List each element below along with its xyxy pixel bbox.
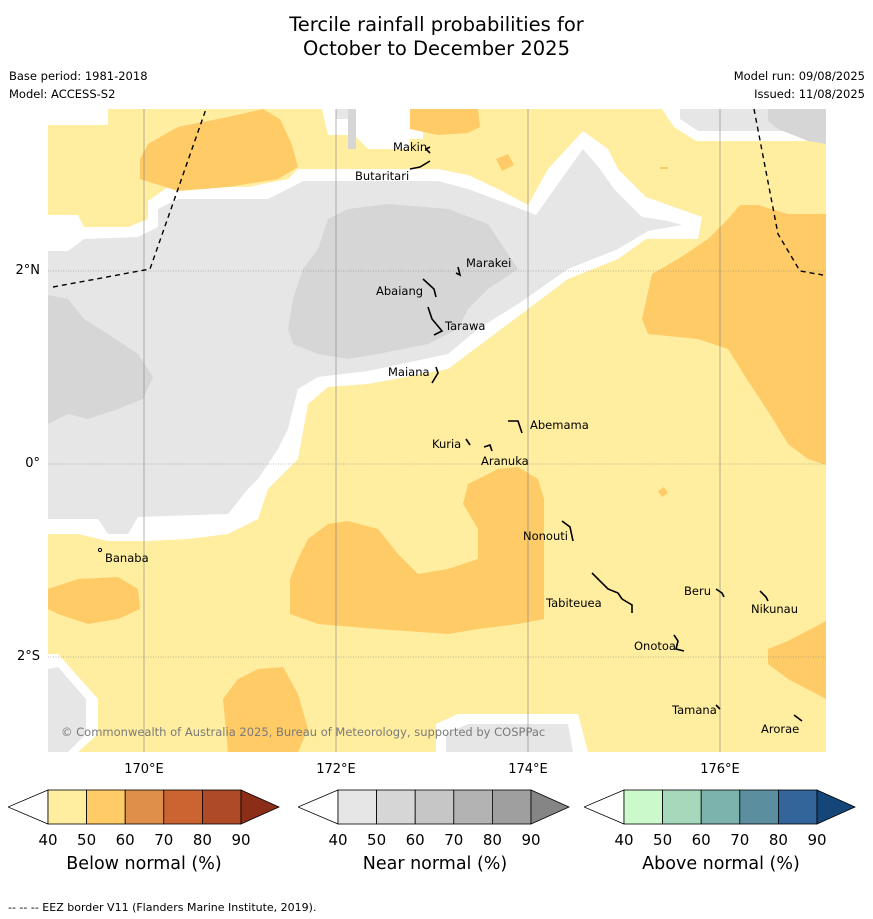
- eez-footnote: -- -- -- EEZ border V11 (Flanders Marine…: [8, 901, 317, 914]
- above-normal-title: Above normal (%): [642, 854, 800, 874]
- colorbar-segment: [163, 789, 203, 825]
- below-60-speck2: [658, 487, 668, 497]
- colorbar-over-triangle: [240, 789, 280, 825]
- near-normal-title: Near normal (%): [362, 854, 508, 874]
- colorbar-segment: [662, 789, 702, 825]
- colorbar-segment: [86, 789, 126, 825]
- colorbar-tick-label: 90: [231, 831, 250, 849]
- near-50-west: [48, 295, 153, 424]
- colorbar-segment: [453, 789, 493, 825]
- place-label: Banaba: [105, 551, 149, 565]
- lat-label-2s: 2°S: [16, 649, 40, 664]
- colorbar-segment: [777, 789, 818, 825]
- lon-label-172: 172°E: [316, 762, 356, 777]
- colorbar-tick-label: 40: [38, 831, 57, 849]
- colorbar-under-triangle: [584, 789, 625, 825]
- colorbar-tick-label: 70: [154, 831, 173, 849]
- colorbar-tick-label: 70: [444, 831, 463, 849]
- place-label: Tabiteuea: [545, 596, 602, 610]
- base-period: Base period: 1981-2018: [9, 69, 148, 83]
- place-label: Marakei: [466, 256, 511, 270]
- colorbar-over-triangle: [816, 789, 856, 825]
- place-label: Abemama: [530, 418, 589, 432]
- colorbar-tick-label: 80: [483, 831, 502, 849]
- place-label: Abaiang: [376, 284, 423, 298]
- colorbar-segment: [124, 789, 165, 825]
- colorbar-tick-label: 60: [406, 831, 425, 849]
- below-60-south: [223, 667, 308, 752]
- colorbar-tick-label: 50: [77, 831, 96, 849]
- place-label: Maiana: [388, 365, 430, 379]
- colorbar-tick-label: 80: [193, 831, 212, 849]
- colorbar-tick-label: 90: [807, 831, 826, 849]
- graticule: [48, 109, 826, 752]
- near-normal-colorbar: 40 50 60 70 80 90: [298, 789, 570, 849]
- below-60-center: [290, 467, 544, 634]
- lat-label-0: 0°: [25, 456, 40, 471]
- place-label: Makin: [393, 140, 427, 154]
- colorbar-tick-label: 90: [521, 831, 540, 849]
- colorbar-tick-label: 50: [653, 831, 672, 849]
- below-normal-colorbar: 40 50 60 70 80 90: [8, 789, 280, 849]
- colorbar-segment: [739, 789, 779, 825]
- colorbar-segment: [491, 789, 532, 825]
- probability-map: Makin Butaritari Marakei Abaiang Tarawa …: [48, 109, 826, 752]
- colorbar-tick-label: 80: [769, 831, 788, 849]
- colorbar-segment: [337, 789, 377, 825]
- colorbar-tick-label: 40: [614, 831, 633, 849]
- issued-date: Issued: 11/08/2025: [754, 87, 865, 101]
- colorbar-tick-label: 60: [116, 831, 135, 849]
- below-60-east: [642, 205, 826, 465]
- near-50-ne: [768, 109, 826, 144]
- place-label: Nikunau: [751, 602, 798, 616]
- above-normal-colorbar: 40 50 60 70 80 90: [584, 789, 856, 849]
- lon-label-176: 176°E: [700, 762, 740, 777]
- near-40-north: [336, 109, 826, 131]
- lon-label-170: 170°E: [124, 762, 164, 777]
- place-labels: Makin Butaritari Marakei Abaiang Tarawa …: [105, 140, 799, 736]
- place-label: Butaritari: [355, 169, 409, 183]
- island-outlines: [409, 146, 803, 722]
- model-name: Model: ACCESS-S2: [9, 87, 116, 101]
- colorbar-under-triangle: [8, 789, 49, 825]
- near-50-core: [288, 204, 518, 359]
- colorbar-over-triangle: [530, 789, 570, 825]
- place-label: Tarawa: [444, 319, 485, 333]
- map-title-line1: Tercile rainfall probabilities for: [289, 13, 584, 36]
- place-label: Beru: [684, 584, 711, 598]
- place-label: Tamana: [671, 703, 717, 717]
- colorbar-tick-label: 40: [328, 831, 347, 849]
- near-40-sw: [48, 667, 573, 752]
- colorbar-segment: [700, 789, 741, 825]
- place-label: Nonouti: [523, 529, 568, 543]
- colorbar-segment: [47, 789, 87, 825]
- colorbar-tick-label: 70: [730, 831, 749, 849]
- colorbar-segment: [376, 789, 416, 825]
- place-label: Kuria: [432, 437, 461, 451]
- map-title-line2: October to December 2025: [303, 37, 570, 60]
- lat-label-2n: 2°N: [15, 263, 41, 278]
- colorbar-tick-label: 50: [367, 831, 386, 849]
- near-50-nw: [348, 109, 356, 149]
- below-60-north: [140, 109, 298, 191]
- place-label: Onotoa: [634, 639, 676, 653]
- place-label: Aranuka: [481, 454, 529, 468]
- colorbar-segment: [201, 789, 242, 825]
- lon-label-174: 174°E: [508, 762, 548, 777]
- below-normal-title: Below normal (%): [66, 854, 222, 874]
- model-run: Model run: 09/08/2025: [733, 69, 865, 83]
- place-label: Arorae: [761, 722, 799, 736]
- below-60-se: [768, 621, 826, 699]
- eez-border: [52, 109, 824, 288]
- colorbar-segment: [623, 789, 663, 825]
- copyright-notice: © Commonwealth of Australia 2025, Bureau…: [61, 725, 545, 739]
- colorbar-segment: [414, 789, 455, 825]
- blank-zone-sw: [48, 654, 588, 752]
- colorbar-under-triangle: [298, 789, 339, 825]
- banaba-island: [97, 547, 103, 553]
- below-60-west: [48, 577, 140, 624]
- below-60-top: [410, 109, 480, 135]
- colorbar-tick-label: 60: [692, 831, 711, 849]
